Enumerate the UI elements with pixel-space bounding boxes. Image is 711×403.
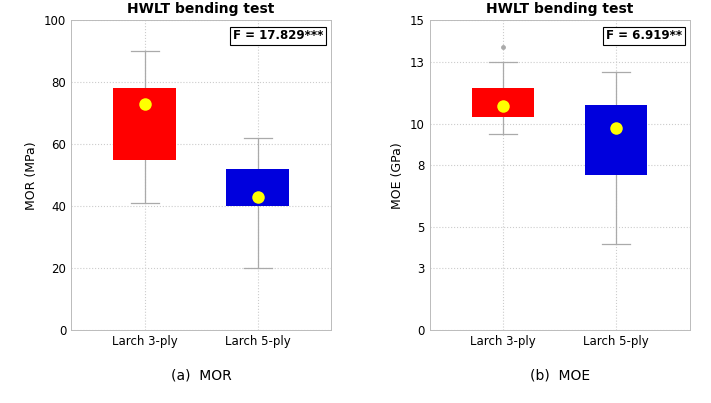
Y-axis label: MOE (GPa): MOE (GPa) xyxy=(392,142,405,209)
Text: (b)  MOE: (b) MOE xyxy=(530,369,590,383)
Bar xyxy=(227,169,289,206)
Bar xyxy=(585,105,647,175)
Text: F = 6.919**: F = 6.919** xyxy=(606,29,682,42)
Title: HWLT bending test: HWLT bending test xyxy=(127,2,274,16)
Y-axis label: MOR (MPa): MOR (MPa) xyxy=(26,141,38,210)
Text: (a)  MOR: (a) MOR xyxy=(171,369,231,383)
Text: F = 17.829***: F = 17.829*** xyxy=(232,29,324,42)
Bar xyxy=(472,88,534,117)
Title: HWLT bending test: HWLT bending test xyxy=(486,2,634,16)
Bar xyxy=(114,88,176,160)
